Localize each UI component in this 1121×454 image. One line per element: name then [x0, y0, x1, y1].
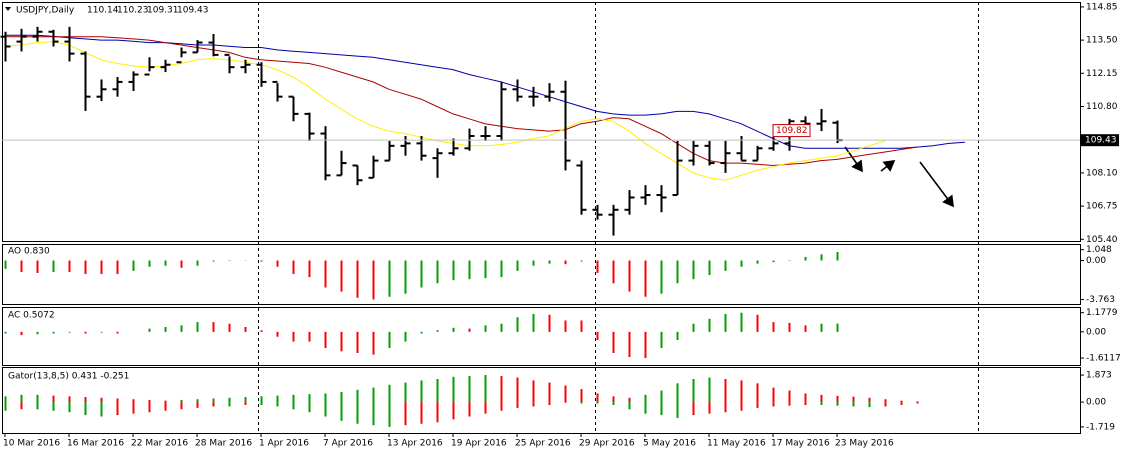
ao-title: AO 0.830 [8, 247, 50, 257]
y-tick-label: 105.40 [1086, 235, 1118, 245]
x-tick-label: 28 Mar 2016 [195, 439, 252, 449]
alligator-line [5, 36, 918, 167]
header-high: 110.23 [117, 6, 149, 16]
gator-title: Gator(13,8,5) 0.431 -0.251 [8, 372, 129, 382]
y-tick-label: 113.50 [1086, 36, 1118, 46]
arrow [844, 146, 863, 173]
y-tick-label: 0.00 [1086, 256, 1106, 266]
price-annotation-label: 109.82 [776, 126, 808, 136]
y-tick-label: 112.15 [1086, 69, 1118, 79]
y-tick-label: 1.048 [1086, 245, 1112, 255]
header-low: 109.31 [147, 6, 179, 16]
y-tick-label: 106.75 [1086, 202, 1118, 212]
x-tick-label: 5 May 2016 [643, 439, 696, 449]
x-tick-label: 29 Apr 2016 [579, 439, 635, 449]
drawn-arrows [844, 146, 954, 208]
y-tick-label: -1.719 [1086, 422, 1115, 432]
panel-frame [2, 307, 1081, 366]
x-tick-label: 16 Mar 2016 [67, 439, 124, 449]
x-tick-label: 19 Apr 2016 [451, 439, 507, 449]
x-tick-label: 1 Apr 2016 [259, 439, 309, 449]
y-tick-label: 108.10 [1086, 168, 1118, 178]
arrow [919, 161, 954, 208]
panel-frame [2, 2, 1081, 242]
x-tick-label: 23 May 2016 [835, 439, 894, 449]
ac-title: AC 0.5072 [8, 311, 55, 321]
y-tick-label: 0.00 [1086, 398, 1106, 408]
last-price-label: 109.43 [1085, 136, 1117, 146]
panel-frame [2, 244, 1081, 305]
y-tick-label: 1.873 [1086, 371, 1112, 381]
x-tick-label: 10 Mar 2016 [3, 439, 60, 449]
y-tick-label: -3.763 [1086, 295, 1115, 305]
x-tick-label: 13 Apr 2016 [387, 439, 443, 449]
x-tick-label: 25 Apr 2016 [515, 439, 571, 449]
x-tick-label: 7 Apr 2016 [323, 439, 373, 449]
price-annotation-box [772, 124, 811, 138]
menu-arrow[interactable] [5, 7, 11, 11]
x-tick-label: 17 May 2016 [771, 439, 830, 449]
x-tick-label: 11 May 2016 [707, 439, 766, 449]
y-tick-label: 114.85 [1086, 2, 1118, 12]
panel-frame [2, 367, 1081, 434]
y-tick-label: -1.6117 [1086, 354, 1121, 364]
y-tick-label: 110.80 [1086, 102, 1118, 112]
y-tick-label: 0.00 [1086, 327, 1106, 337]
header-open: 110.14 [87, 6, 119, 16]
x-tick-label: 22 Mar 2016 [131, 439, 188, 449]
last-price-box [1081, 134, 1119, 147]
arrow [880, 160, 896, 172]
header-close: 109.43 [177, 6, 209, 16]
chart-title: USDJPY,Daily [16, 6, 75, 16]
y-tick-label: 1.1779 [1086, 308, 1118, 318]
